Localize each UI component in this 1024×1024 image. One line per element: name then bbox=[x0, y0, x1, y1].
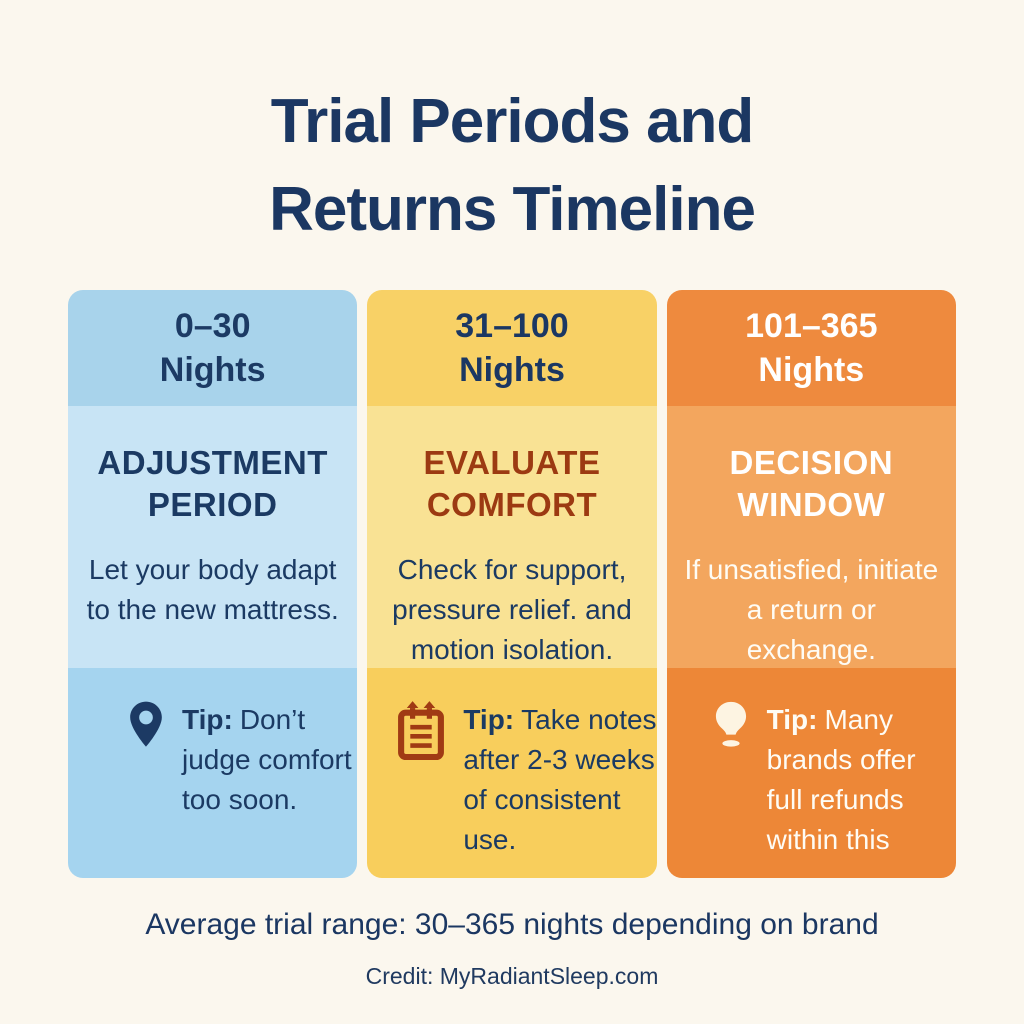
column-decision-window: 101–365 Nights DECISION WINDOW If unsati… bbox=[666, 290, 956, 878]
notepad-icon bbox=[395, 700, 447, 762]
tip-body: Don’t judge comfort too soon. bbox=[182, 704, 352, 815]
tip-label: Tip: bbox=[766, 704, 818, 735]
page-title-line2: Returns Timeline bbox=[269, 175, 756, 244]
range-line1: 31–100 bbox=[455, 307, 569, 345]
column-body: DECISION WINDOW If unsatisfied, initiate… bbox=[666, 406, 956, 668]
tip-callout: Tip: Take notes after 2-3 weeks of consis… bbox=[367, 668, 657, 878]
tip-label: Tip: bbox=[463, 704, 515, 735]
range-line1: 101–365 bbox=[745, 307, 878, 345]
page-title-line1: Trial Periods and bbox=[270, 87, 755, 156]
tip-callout: Tip: Don’t judge comfort too soon. bbox=[68, 668, 358, 878]
range-line1: 0–30 bbox=[174, 307, 251, 345]
column-body: EVALUATE COMFORT Check for support, pres… bbox=[367, 406, 657, 668]
tip-text: Tip: Take notes after 2-3 weeks of consis… bbox=[463, 700, 656, 860]
tip-body: Take notes after 2-3 weeks of consistent… bbox=[463, 704, 657, 855]
column-heading: DECISION WINDOW bbox=[729, 444, 894, 523]
page-title: Trial Periods and Returns Timeline bbox=[0, 78, 1024, 254]
tip-body: Many brands offer full refunds within th… bbox=[766, 704, 916, 855]
range-line2: Nights bbox=[758, 351, 865, 389]
timeline-columns: 0–30 Nights ADJUSTMENT PERIOD Let your b… bbox=[68, 290, 956, 878]
tip-label: Tip: bbox=[182, 704, 233, 735]
column-body: ADJUSTMENT PERIOD Let your body adapt to… bbox=[68, 406, 358, 668]
credit-line: Credit: MyRadiantSleep.com bbox=[365, 963, 659, 989]
column-range-header: 101–365 Nights bbox=[666, 290, 956, 406]
location-pin-icon bbox=[126, 700, 166, 750]
column-adjustment-period: 0–30 Nights ADJUSTMENT PERIOD Let your b… bbox=[68, 290, 358, 878]
column-description: If unsatisfied, initiate a return or exc… bbox=[684, 554, 939, 665]
column-range-header: 0–30 Nights bbox=[68, 290, 358, 406]
range-line2: Nights bbox=[159, 351, 266, 389]
column-range-header: 31–100 Nights bbox=[367, 290, 657, 406]
range-line2: Nights bbox=[459, 351, 565, 389]
lightbulb-icon bbox=[711, 700, 751, 756]
column-description: Check for support, pressure relief. and … bbox=[392, 554, 632, 665]
column-description: Let your body adapt to the new mattress. bbox=[86, 554, 339, 625]
column-heading: ADJUSTMENT PERIOD bbox=[97, 444, 328, 523]
tip-text: Tip: Don’t judge comfort too soon. bbox=[182, 700, 356, 820]
tip-text: Tip: Many brands offer full refunds withi… bbox=[767, 700, 935, 860]
footer-note: Average trial range: 30–365 nights depen… bbox=[145, 908, 879, 941]
column-heading: EVALUATE COMFORT bbox=[423, 444, 601, 523]
tip-callout: Tip: Many brands offer full refunds withi… bbox=[666, 668, 956, 878]
column-evaluate-comfort: 31–100 Nights EVALUATE COMFORT Check for… bbox=[367, 290, 657, 878]
